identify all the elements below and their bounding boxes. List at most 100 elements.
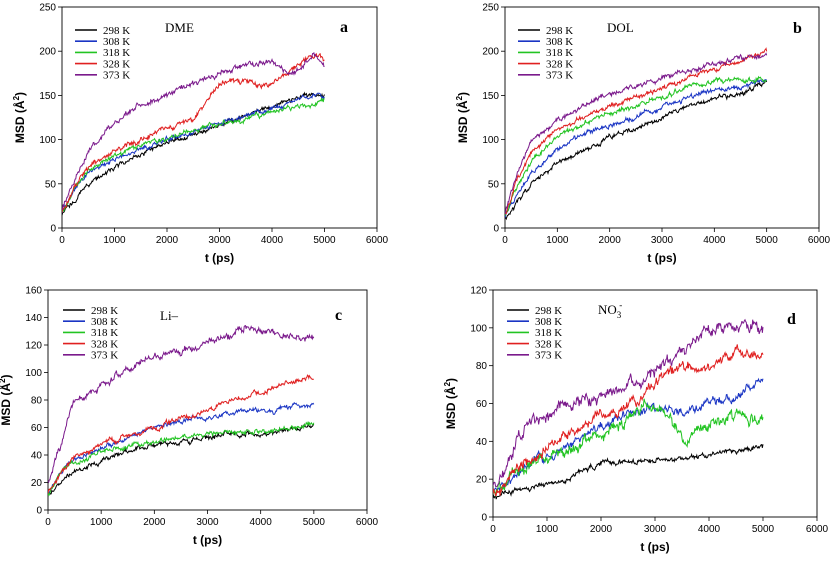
x-tick-label: 6000 xyxy=(808,235,831,246)
y-axis-label: MSD (Å2) xyxy=(455,92,470,143)
x-tick-label: 2000 xyxy=(143,517,166,528)
legend-label: 308 K xyxy=(103,36,130,48)
legend-label: 298 K xyxy=(535,305,562,317)
legend-label: 373 K xyxy=(535,350,562,362)
x-tick-label: 0 xyxy=(45,517,51,528)
x-tick-label: 2000 xyxy=(599,235,622,246)
series-line-308k xyxy=(493,377,764,493)
x-tick-label: 4000 xyxy=(703,235,726,246)
y-tick-label: 40 xyxy=(31,451,43,462)
series-line-328k xyxy=(62,52,325,213)
y-tick-label: 60 xyxy=(476,399,488,410)
x-tick-label: 3000 xyxy=(651,235,674,246)
panel-letter: a xyxy=(340,19,348,36)
x-tick-label: 2000 xyxy=(590,524,613,535)
series-line-298k xyxy=(62,91,325,216)
chart-panel-a: 0 1000 2000 3000 4000 5000 6000 0 50 100 150 200 250… xyxy=(12,3,389,266)
legend-label: 373 K xyxy=(91,350,118,362)
y-tick-label: 120 xyxy=(25,341,42,352)
chart-panel-d: 0 1000 2000 3000 4000 5000 6000 0 20 40 60 80 100 120… xyxy=(443,286,829,555)
legend-label: 328 K xyxy=(91,338,118,350)
x-axis-label: t (ps) xyxy=(205,251,234,265)
series-line-318k xyxy=(505,75,767,217)
legend-label: 308 K xyxy=(91,316,118,328)
x-tick-label: 4000 xyxy=(250,517,273,528)
y-tick-label: 60 xyxy=(31,423,43,434)
legend-label: 298 K xyxy=(103,25,130,37)
x-tick-label: 2000 xyxy=(156,235,179,246)
x-tick-label: 3000 xyxy=(208,235,231,246)
y-tick-label: 140 xyxy=(25,313,42,324)
legend-label: 318 K xyxy=(91,327,118,339)
x-tick-label: 5000 xyxy=(313,235,336,246)
y-axis-label: MSD (Å2) xyxy=(0,374,13,425)
x-tick-label: 0 xyxy=(490,524,496,535)
series-line-318k xyxy=(62,96,325,212)
x-tick-label: 1000 xyxy=(90,517,113,528)
series-line-373k xyxy=(62,52,325,210)
legend-label: 318 K xyxy=(535,327,562,339)
y-tick-label: 0 xyxy=(36,506,42,517)
legend-label: 373 K xyxy=(546,70,573,82)
x-tick-label: 4000 xyxy=(698,524,721,535)
y-tick-label: 100 xyxy=(482,135,499,146)
series-line-318k xyxy=(48,421,315,497)
y-tick-label: 20 xyxy=(31,478,43,489)
legend-label: 308 K xyxy=(546,36,573,48)
series-line-373k xyxy=(505,52,768,215)
x-tick-label: 5000 xyxy=(752,524,775,535)
y-axis-label: MSD (Å2) xyxy=(12,92,27,143)
series-line-298k xyxy=(505,79,768,221)
x-tick-label: 6000 xyxy=(366,235,389,246)
x-tick-label: 4000 xyxy=(261,235,284,246)
y-tick-label: 150 xyxy=(482,91,499,102)
series-line-308k xyxy=(48,401,315,496)
series-line-373k xyxy=(48,325,315,484)
legend-label: 318 K xyxy=(546,47,573,59)
x-tick-label: 3000 xyxy=(644,524,667,535)
y-tick-label: 0 xyxy=(493,224,499,235)
x-axis-label: t (ps) xyxy=(193,533,222,547)
legend-label: 328 K xyxy=(535,338,562,350)
panel-letter: d xyxy=(787,311,796,328)
legend-label: 298 K xyxy=(546,25,573,37)
series-line-298k xyxy=(48,423,315,497)
x-tick-label: 0 xyxy=(502,235,508,246)
x-axis-label: t (ps) xyxy=(647,251,676,265)
panel-annotation: NO3- xyxy=(598,300,622,320)
y-tick-label: 200 xyxy=(482,47,499,58)
panel-annotation: Li– xyxy=(160,308,179,323)
legend-label: 318 K xyxy=(103,47,130,59)
x-tick-label: 1000 xyxy=(536,524,559,535)
y-tick-label: 50 xyxy=(45,179,57,190)
panel-annotation: DME xyxy=(165,20,194,35)
y-tick-label: 160 xyxy=(25,286,42,297)
y-tick-label: 0 xyxy=(50,224,56,235)
x-axis-label: t (ps) xyxy=(640,540,669,554)
y-tick-label: 150 xyxy=(39,91,56,102)
chart-panel-b: 0 1000 2000 3000 4000 5000 6000 0 50 100 150 200 250… xyxy=(455,3,831,266)
y-tick-label: 200 xyxy=(39,47,56,58)
legend-label: 298 K xyxy=(91,305,118,317)
y-tick-label: 250 xyxy=(482,3,499,14)
series-line-308k xyxy=(505,78,768,218)
series-line-373k xyxy=(493,318,764,488)
series-line-328k xyxy=(48,374,315,494)
series-line-318k xyxy=(493,398,764,497)
x-tick-label: 5000 xyxy=(303,517,326,528)
legend-label: 373 K xyxy=(103,70,130,82)
y-tick-label: 50 xyxy=(488,179,500,190)
x-tick-label: 5000 xyxy=(756,235,779,246)
legend-label: 328 K xyxy=(103,58,130,70)
legend-label: 308 K xyxy=(535,316,562,328)
panel-letter: c xyxy=(335,307,342,324)
x-tick-label: 6000 xyxy=(806,524,829,535)
chart-panel-c: 0 1000 2000 3000 4000 5000 6000 0 20 40 60 80 100 120… xyxy=(0,286,379,548)
y-tick-label: 80 xyxy=(476,361,488,372)
x-tick-label: 3000 xyxy=(196,517,219,528)
y-axis-label: MSD (Å2) xyxy=(443,378,458,429)
x-tick-label: 6000 xyxy=(356,517,379,528)
y-tick-label: 20 xyxy=(476,475,488,486)
x-tick-label: 1000 xyxy=(546,235,569,246)
